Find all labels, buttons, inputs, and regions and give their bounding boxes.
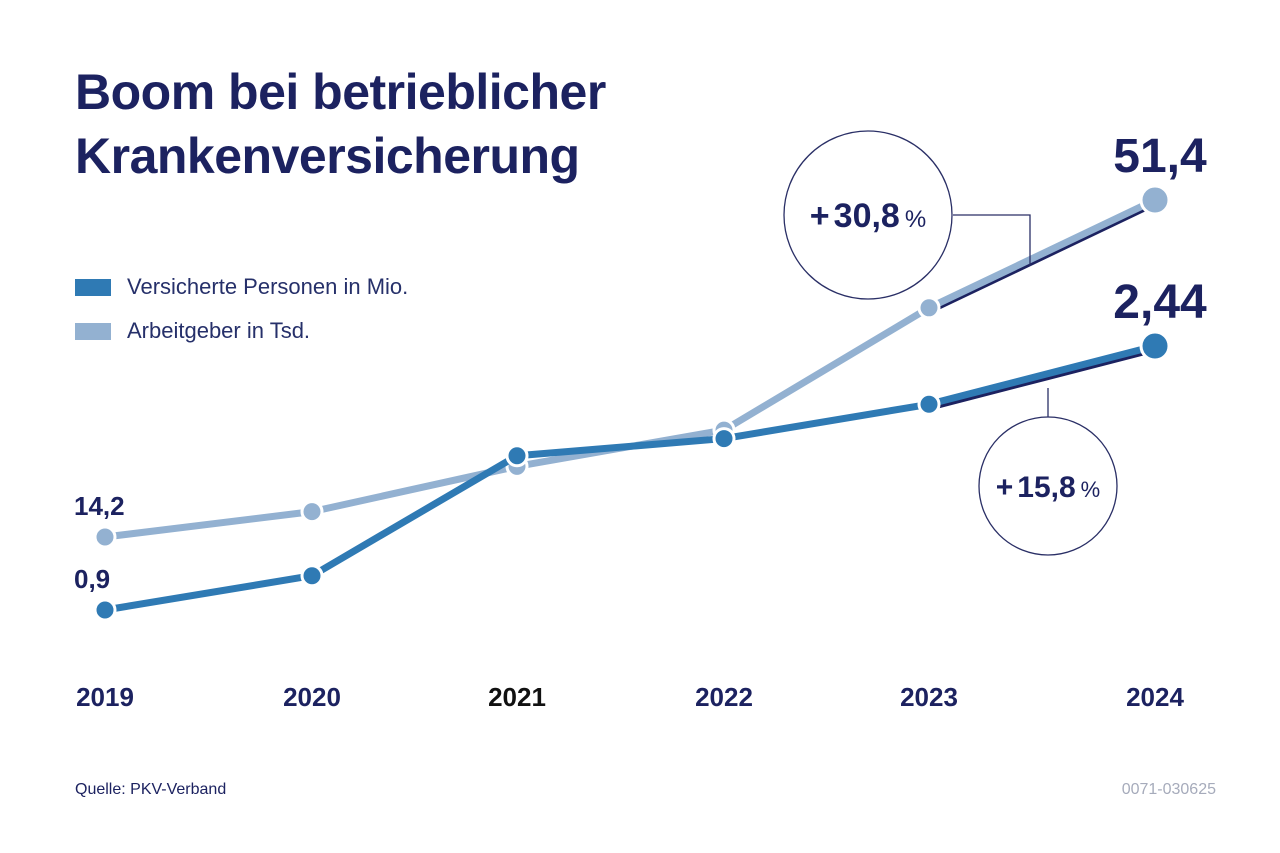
point-versicherte-2021 xyxy=(505,444,529,468)
growth-value-versicherte: 15,8 xyxy=(1017,471,1075,504)
segment-versicherte-2022-2023 xyxy=(720,400,933,443)
segment-arbeitgeber-2023-2024 xyxy=(925,196,1159,312)
segment-versicherte-2020-2021 xyxy=(308,452,521,580)
segment-versicherte-2021-2022 xyxy=(513,435,728,460)
segment-versicherte-2023-2024-shadow xyxy=(928,347,1156,411)
legend-item-arbeitgeber: Arbeitgeber in Tsd. xyxy=(75,309,408,353)
legend-swatch-arbeitgeber xyxy=(75,322,111,340)
point-versicherte-2024 xyxy=(1139,330,1171,362)
growth-bubble-arbeitgeber xyxy=(783,130,953,300)
chart-title: Boom bei betrieblicher Krankenversicheru… xyxy=(75,60,606,188)
segment-arbeitgeber-2022-2023 xyxy=(720,304,933,434)
point-arbeitgeber-2019 xyxy=(93,525,117,549)
growth-unit-arbeitgeber: % xyxy=(905,206,926,233)
legend-label-arbeitgeber: Arbeitgeber in Tsd. xyxy=(127,318,311,343)
x-tick-label-2021: 2021 xyxy=(488,682,546,712)
x-tick-label-2022: 2022 xyxy=(695,682,753,712)
x-tick-label-2023: 2023 xyxy=(900,682,958,712)
point-arbeitgeber-2024 xyxy=(1139,184,1171,216)
growth-unit-versicherte: % xyxy=(1081,477,1101,502)
growth-value-arbeitgeber: 30,8 xyxy=(834,197,900,235)
point-versicherte-2019 xyxy=(93,598,117,622)
chart-title-line1: Boom bei betrieblicher xyxy=(75,64,606,120)
point-versicherte-2023 xyxy=(917,392,941,416)
legend-label-versicherte: Versicherte Personen in Mio. xyxy=(127,274,409,299)
growth-leader-line-arbeitgeber xyxy=(953,214,1031,266)
value-label-arbeitgeber-2019: 14,2 xyxy=(74,491,125,521)
source-note: Quelle: PKV-Verband xyxy=(75,781,227,798)
point-arbeitgeber-2023 xyxy=(917,296,941,320)
x-tick-label-2020: 2020 xyxy=(283,682,341,712)
segment-arbeitgeber-2023-2024-shadow xyxy=(927,201,1157,315)
point-versicherte-2022 xyxy=(712,427,736,451)
segment-versicherte-2023-2024 xyxy=(925,342,1159,408)
point-versicherte-2020 xyxy=(300,564,324,588)
graphic-id: 0071-030625 xyxy=(1121,781,1216,798)
value-label-arbeitgeber-2024: 51,4 xyxy=(1113,130,1207,183)
chart-title-line2: Krankenversicherung xyxy=(75,128,580,184)
legend-swatch-versicherte xyxy=(75,278,111,296)
legend-item-versicherte: Versicherte Personen in Mio. xyxy=(75,265,408,309)
x-tick-label-2024: 2024 xyxy=(1126,682,1184,712)
legend: Versicherte Personen in Mio. Arbeitgeber… xyxy=(75,265,408,353)
value-label-versicherte-2024: 2,44 xyxy=(1113,276,1207,329)
point-arbeitgeber-2020 xyxy=(300,500,324,524)
segment-arbeitgeber-2019-2020 xyxy=(101,508,316,541)
growth-sign-versicherte: + xyxy=(996,471,1014,504)
growth-sign-arbeitgeber: + xyxy=(810,197,830,235)
value-label-versicherte-2019: 0,9 xyxy=(74,564,110,594)
x-tick-label-2019: 2019 xyxy=(76,682,134,712)
segment-versicherte-2019-2020 xyxy=(101,572,316,614)
growth-bubble-versicherte xyxy=(978,416,1118,556)
growth-label-versicherte: +15,8% xyxy=(996,471,1100,504)
growth-label-arbeitgeber: +30,8% xyxy=(810,197,926,235)
